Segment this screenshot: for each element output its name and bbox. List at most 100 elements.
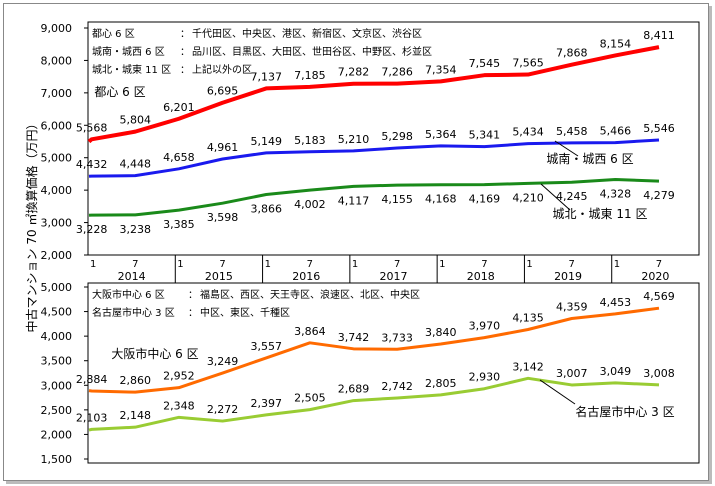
month-tick-label: 7 [219,259,225,270]
data-label: 2,930 [469,371,501,384]
y-tick-label: 6,000 [41,119,73,132]
series-line [88,138,660,178]
data-label: 3,866 [250,202,282,215]
month-tick-label: 1 [614,259,620,270]
year-label: 2019 [554,270,582,283]
month-tick-label: 7 [569,259,575,270]
legend-note-name: 城北・城東 11 区 [92,63,171,76]
y-tick-label: 4,500 [41,306,73,319]
data-label: 5,149 [250,135,282,148]
data-label: 2,272 [207,403,239,416]
data-label: 2,860 [120,374,152,387]
y-tick-label: 3,000 [41,379,73,392]
data-label: 4,432 [76,158,108,171]
y-axis-label: 中古マンション 70 ㎡換算価格（万円） [24,118,39,333]
leader-line [539,379,576,405]
data-label: 5,298 [381,130,413,143]
data-label: 3,007 [556,367,588,380]
data-label: 3,008 [643,367,675,380]
data-label: 2,884 [76,373,108,386]
data-label: 3,557 [250,340,282,353]
series-name-label: 名古屋市中心 3 区 [575,404,674,419]
data-label: 8,411 [643,29,675,42]
data-label: 2,148 [120,409,152,422]
data-label: 2,397 [250,397,282,410]
data-label: 4,448 [120,158,152,171]
data-label: 4,135 [512,312,544,325]
legend-note-name: 城南・城西 6 区 [92,45,165,58]
data-label: 4,328 [600,188,632,201]
series-name-label: 城南・城西 6 区 [546,151,633,166]
plot-area-top [87,21,700,256]
data-label: 2,103 [76,411,108,424]
legend-note-desc: 品川区、目黒区、大田区、世田谷区、中野区、杉並区 [192,45,432,58]
data-label: 4,210 [512,191,544,204]
legend-note-sep: ： [180,47,190,58]
data-label: 5,210 [338,133,370,146]
month-tick-label: 1 [177,259,183,270]
year-label: 2017 [380,270,408,283]
data-label: 7,868 [556,47,588,60]
data-label: 4,245 [556,190,588,203]
series-line [88,376,660,432]
month-tick-label: 1 [352,259,358,270]
month-tick-label: 1 [439,259,445,270]
y-tick-label: 1,500 [41,453,73,466]
y-tick-label: 2,500 [41,404,73,417]
series-name-label: 城北・城東 11 区 [553,207,648,221]
legend-note-desc: 千代田区、中央区、港区、新宿区、文京区、渋谷区 [192,27,422,40]
year-label: 2014 [118,270,146,283]
month-tick-label: 7 [394,259,400,270]
data-label: 7,137 [250,70,282,83]
y-tick-label: 4,000 [41,330,73,343]
data-label: 7,286 [381,66,413,79]
series-name-label: 大阪市中心 6 区 [111,346,198,361]
legend-note-sep: ： [188,308,198,319]
data-label: 7,282 [338,66,370,79]
data-label: 5,434 [512,126,544,139]
legend-note-sep: ： [180,29,190,40]
data-label: 3,970 [469,320,501,333]
legend-note-desc: 福島区、西区、天王寺区、浪速区、北区、中央区 [200,288,420,301]
y-tick-label: 9,000 [41,22,73,35]
leader-line [540,183,571,211]
data-label: 3,249 [207,355,239,368]
data-label: 3,733 [381,331,413,344]
month-tick-label: 7 [307,259,313,270]
series-line [88,306,660,394]
data-label: 7,354 [425,63,457,76]
data-label: 3,840 [425,326,457,339]
series-line [87,45,660,144]
year-label: 2020 [641,270,669,283]
data-label: 5,546 [643,122,675,135]
data-label: 3,049 [600,365,632,378]
month-tick-label: 7 [481,259,487,270]
data-label: 5,568 [76,121,108,134]
y-tick-label: 3,500 [41,355,73,368]
month-tick-label: 7 [132,259,138,270]
month-tick-label: 7 [656,259,662,270]
data-label: 4,658 [163,151,195,164]
data-label: 2,505 [294,392,326,405]
data-label: 2,805 [425,377,457,390]
data-label: 7,185 [294,69,326,82]
data-label: 4,279 [643,189,675,202]
data-label: 7,545 [469,57,501,70]
data-label: 7,565 [512,57,544,70]
data-label: 5,341 [469,129,501,142]
month-tick-label: 1 [526,259,532,270]
data-label: 5,804 [120,114,152,127]
legend-note-sep: ： [188,290,198,301]
data-label: 5,183 [294,134,326,147]
y-tick-label: 4,000 [41,184,73,197]
data-label: 3,385 [163,218,195,231]
data-label: 4,453 [600,296,632,309]
data-label: 2,742 [381,380,413,393]
data-label: 4,961 [207,141,239,154]
year-label: 2016 [292,270,320,283]
data-label: 3,598 [207,211,239,224]
legend-note-name: 大阪市中心 6 区 [92,288,165,301]
data-label: 3,742 [338,331,370,344]
y-tick-label: 5,000 [41,152,73,165]
month-tick-label: 1 [265,259,271,270]
